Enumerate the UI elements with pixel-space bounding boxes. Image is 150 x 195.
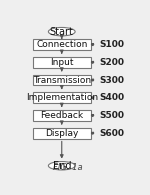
Text: FIG. 1a: FIG. 1a xyxy=(53,163,82,172)
Text: Start: Start xyxy=(50,27,74,37)
Text: S500: S500 xyxy=(99,111,124,120)
FancyBboxPatch shape xyxy=(33,39,91,50)
Text: End: End xyxy=(52,161,71,171)
FancyBboxPatch shape xyxy=(33,110,91,121)
Text: Connection: Connection xyxy=(36,40,87,49)
Text: S200: S200 xyxy=(99,58,124,67)
Text: S300: S300 xyxy=(99,75,124,84)
FancyBboxPatch shape xyxy=(33,128,91,139)
FancyBboxPatch shape xyxy=(33,75,91,85)
Text: Feedback: Feedback xyxy=(40,111,83,120)
FancyBboxPatch shape xyxy=(33,57,91,68)
Text: Display: Display xyxy=(45,129,78,138)
Text: Implementation: Implementation xyxy=(26,93,98,102)
Ellipse shape xyxy=(48,161,75,170)
Text: S600: S600 xyxy=(99,129,124,138)
Ellipse shape xyxy=(48,27,75,36)
Text: S400: S400 xyxy=(99,93,124,102)
Text: Input: Input xyxy=(50,58,74,67)
Text: Transmission: Transmission xyxy=(33,75,91,84)
Text: S100: S100 xyxy=(99,40,124,49)
FancyBboxPatch shape xyxy=(33,92,91,103)
